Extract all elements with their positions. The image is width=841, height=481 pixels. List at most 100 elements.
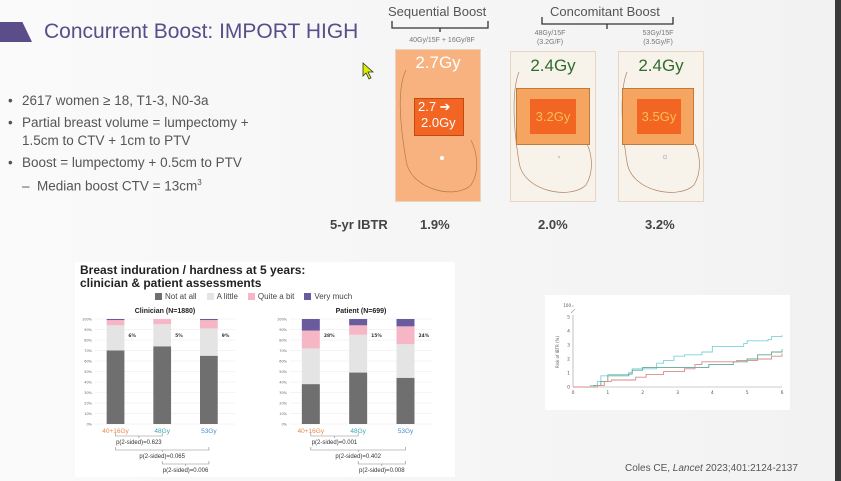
bar-segment-very-much [396, 319, 415, 327]
legend-swatch [206, 293, 214, 300]
y-tick-label: 30% [84, 391, 92, 395]
km-curve-1 [573, 349, 783, 388]
arm2-whole-dose: 2.4Gy [530, 56, 576, 75]
x-tick-label: 6 [781, 390, 784, 396]
sequential-boost-label: Sequential Boost [388, 4, 487, 19]
y-tick-label: 40% [279, 381, 287, 385]
y-tick-label: 80% [279, 339, 287, 343]
legend-swatch [155, 293, 162, 300]
bar-segment-very-much [349, 319, 368, 326]
bullet-item: Boost = lumpectomy + 0.5cm to PTV [8, 154, 302, 172]
y-tick-label: 10% [279, 412, 287, 416]
legend-label: Quite a bit [257, 292, 295, 301]
y-tick-label: 80% [84, 339, 92, 343]
y-tick-label: 30% [279, 391, 287, 395]
bar-segment-not-at-all [396, 377, 415, 424]
p-value-label: p(2-sided)=0.006 [163, 468, 209, 474]
legend-item: Quite a bit [247, 292, 295, 301]
x-tick-label: 1 [606, 390, 609, 396]
superscript: 3 [197, 178, 202, 187]
y-tick-label: 60% [84, 360, 92, 364]
bar-segment-very-much [106, 319, 125, 321]
chart-legend: Not at all A little Quite a bit Very muc… [155, 292, 352, 301]
y-tick-label: 5 [567, 315, 570, 321]
x-category-label: 48Gy [350, 428, 366, 435]
arm2-boost-region: 3.2Gy [516, 88, 590, 145]
arm3-boost-dose: 3.5Gy [637, 99, 681, 134]
bullet-list: 2617 women ≥ 18, T1-3, N0-3a Partial bre… [8, 92, 302, 196]
bar-data-label: 6% [128, 333, 136, 339]
arm1-ibtr: 1.9% [420, 217, 450, 232]
arm3-dose: 53Gy/15F (3.5Gy/F) [628, 29, 688, 47]
arm2-dose-line1: 48Gy/15F [534, 30, 566, 37]
y-tick-label: 1 [567, 371, 570, 377]
y-tick-label: 50% [84, 370, 92, 374]
panel-subtitle: Patient (N=699) [336, 308, 387, 315]
bar-segment-very-much [301, 319, 320, 331]
y-tick-label: 0 [567, 385, 570, 391]
citation: Coles CE, Lancet 2023;401:2124-2137 [625, 463, 798, 474]
arm2-ibtr: 2.0% [538, 217, 568, 232]
bar-segment-quite-a-bit [349, 325, 368, 335]
bar-segment-a-little [349, 334, 368, 373]
bar-data-label: 15% [371, 333, 382, 339]
comparison-bracket [357, 461, 406, 466]
y-tick-label: 70% [84, 349, 92, 353]
p-value-label: p(2-sided)=0.008 [359, 468, 405, 474]
y-tick-label: 70% [279, 349, 287, 353]
y-tick-label: 10% [84, 412, 92, 416]
arm3-dose-line2: (3.5Gy/F) [643, 39, 673, 46]
comparison-bracket [115, 433, 163, 438]
sequential-bracket [391, 21, 489, 32]
x-tick-label: 2 [641, 390, 644, 396]
citation-ref: 2023;401:2124-2137 [702, 463, 798, 474]
legend-label: Very much [314, 292, 353, 301]
bar-data-label: 24% [418, 333, 429, 339]
legend-item: Very much [304, 292, 352, 301]
citation-journal: Lancet [672, 463, 703, 474]
slide-title: Concurrent Boost: IMPORT HIGH [44, 20, 359, 43]
bar-segment-not-at-all [106, 350, 125, 424]
mouse-cursor-icon [362, 62, 375, 80]
bar-segment-quite-a-bit [153, 319, 172, 325]
legend-swatch [304, 293, 312, 300]
x-category-label: 40+16Gy [298, 428, 325, 435]
p-value-label: p(2-sided)=0.402 [335, 454, 381, 460]
arm2-dose-line2: (3.2G/F) [536, 39, 564, 46]
comparison-bracket [115, 447, 210, 452]
x-tick-label: 3 [676, 390, 679, 396]
panel-subtitle: Clinician (N=1880) [135, 308, 196, 315]
legend-item: Not at all [155, 292, 197, 301]
bar-data-label: 5% [175, 333, 183, 339]
sub-bullet-text: Median boost CTV = 13cm [37, 178, 198, 194]
arm3-boost-region: 3.5Gy [622, 88, 694, 145]
y-tick-label: 20% [279, 402, 287, 406]
y-axis-label: Risk of IBTR (%) [555, 336, 560, 368]
p-value-label: p(2-sided)=0.623 [116, 440, 162, 446]
legend-swatch [247, 293, 255, 300]
bar-segment-not-at-all [153, 346, 172, 424]
comparison-bracket [310, 447, 406, 452]
y-tick-label: 2 [567, 357, 570, 363]
y-tick-label: 100% [277, 318, 288, 322]
bar-segment-not-at-all [301, 384, 320, 424]
bar-data-label: 9% [222, 333, 230, 339]
bar-segment-very-much [200, 319, 218, 321]
x-category-label: 53Gy [398, 428, 414, 435]
bar-segment-a-little [106, 325, 125, 351]
y-tick-label: 3 [567, 343, 570, 349]
x-category-label: 48Gy [154, 428, 170, 435]
arm1-breast-panel: 2.7Gy 2.7 ➔ 2.0Gy [395, 49, 481, 202]
p-value-label: p(2-sided)=0.001 [312, 440, 358, 446]
induration-chart-panel [75, 262, 455, 477]
bar-segment-quite-a-bit [106, 320, 125, 326]
arm2-dose: 48Gy/15F (3.2G/F) [520, 29, 580, 47]
y-tick-label: 60% [279, 360, 287, 364]
y-axis-with-break [570, 305, 576, 387]
title-accent-shape [0, 22, 32, 42]
legend-label: A little [216, 292, 238, 301]
arm1-boost-dose-b: 2.0Gy [421, 115, 456, 130]
